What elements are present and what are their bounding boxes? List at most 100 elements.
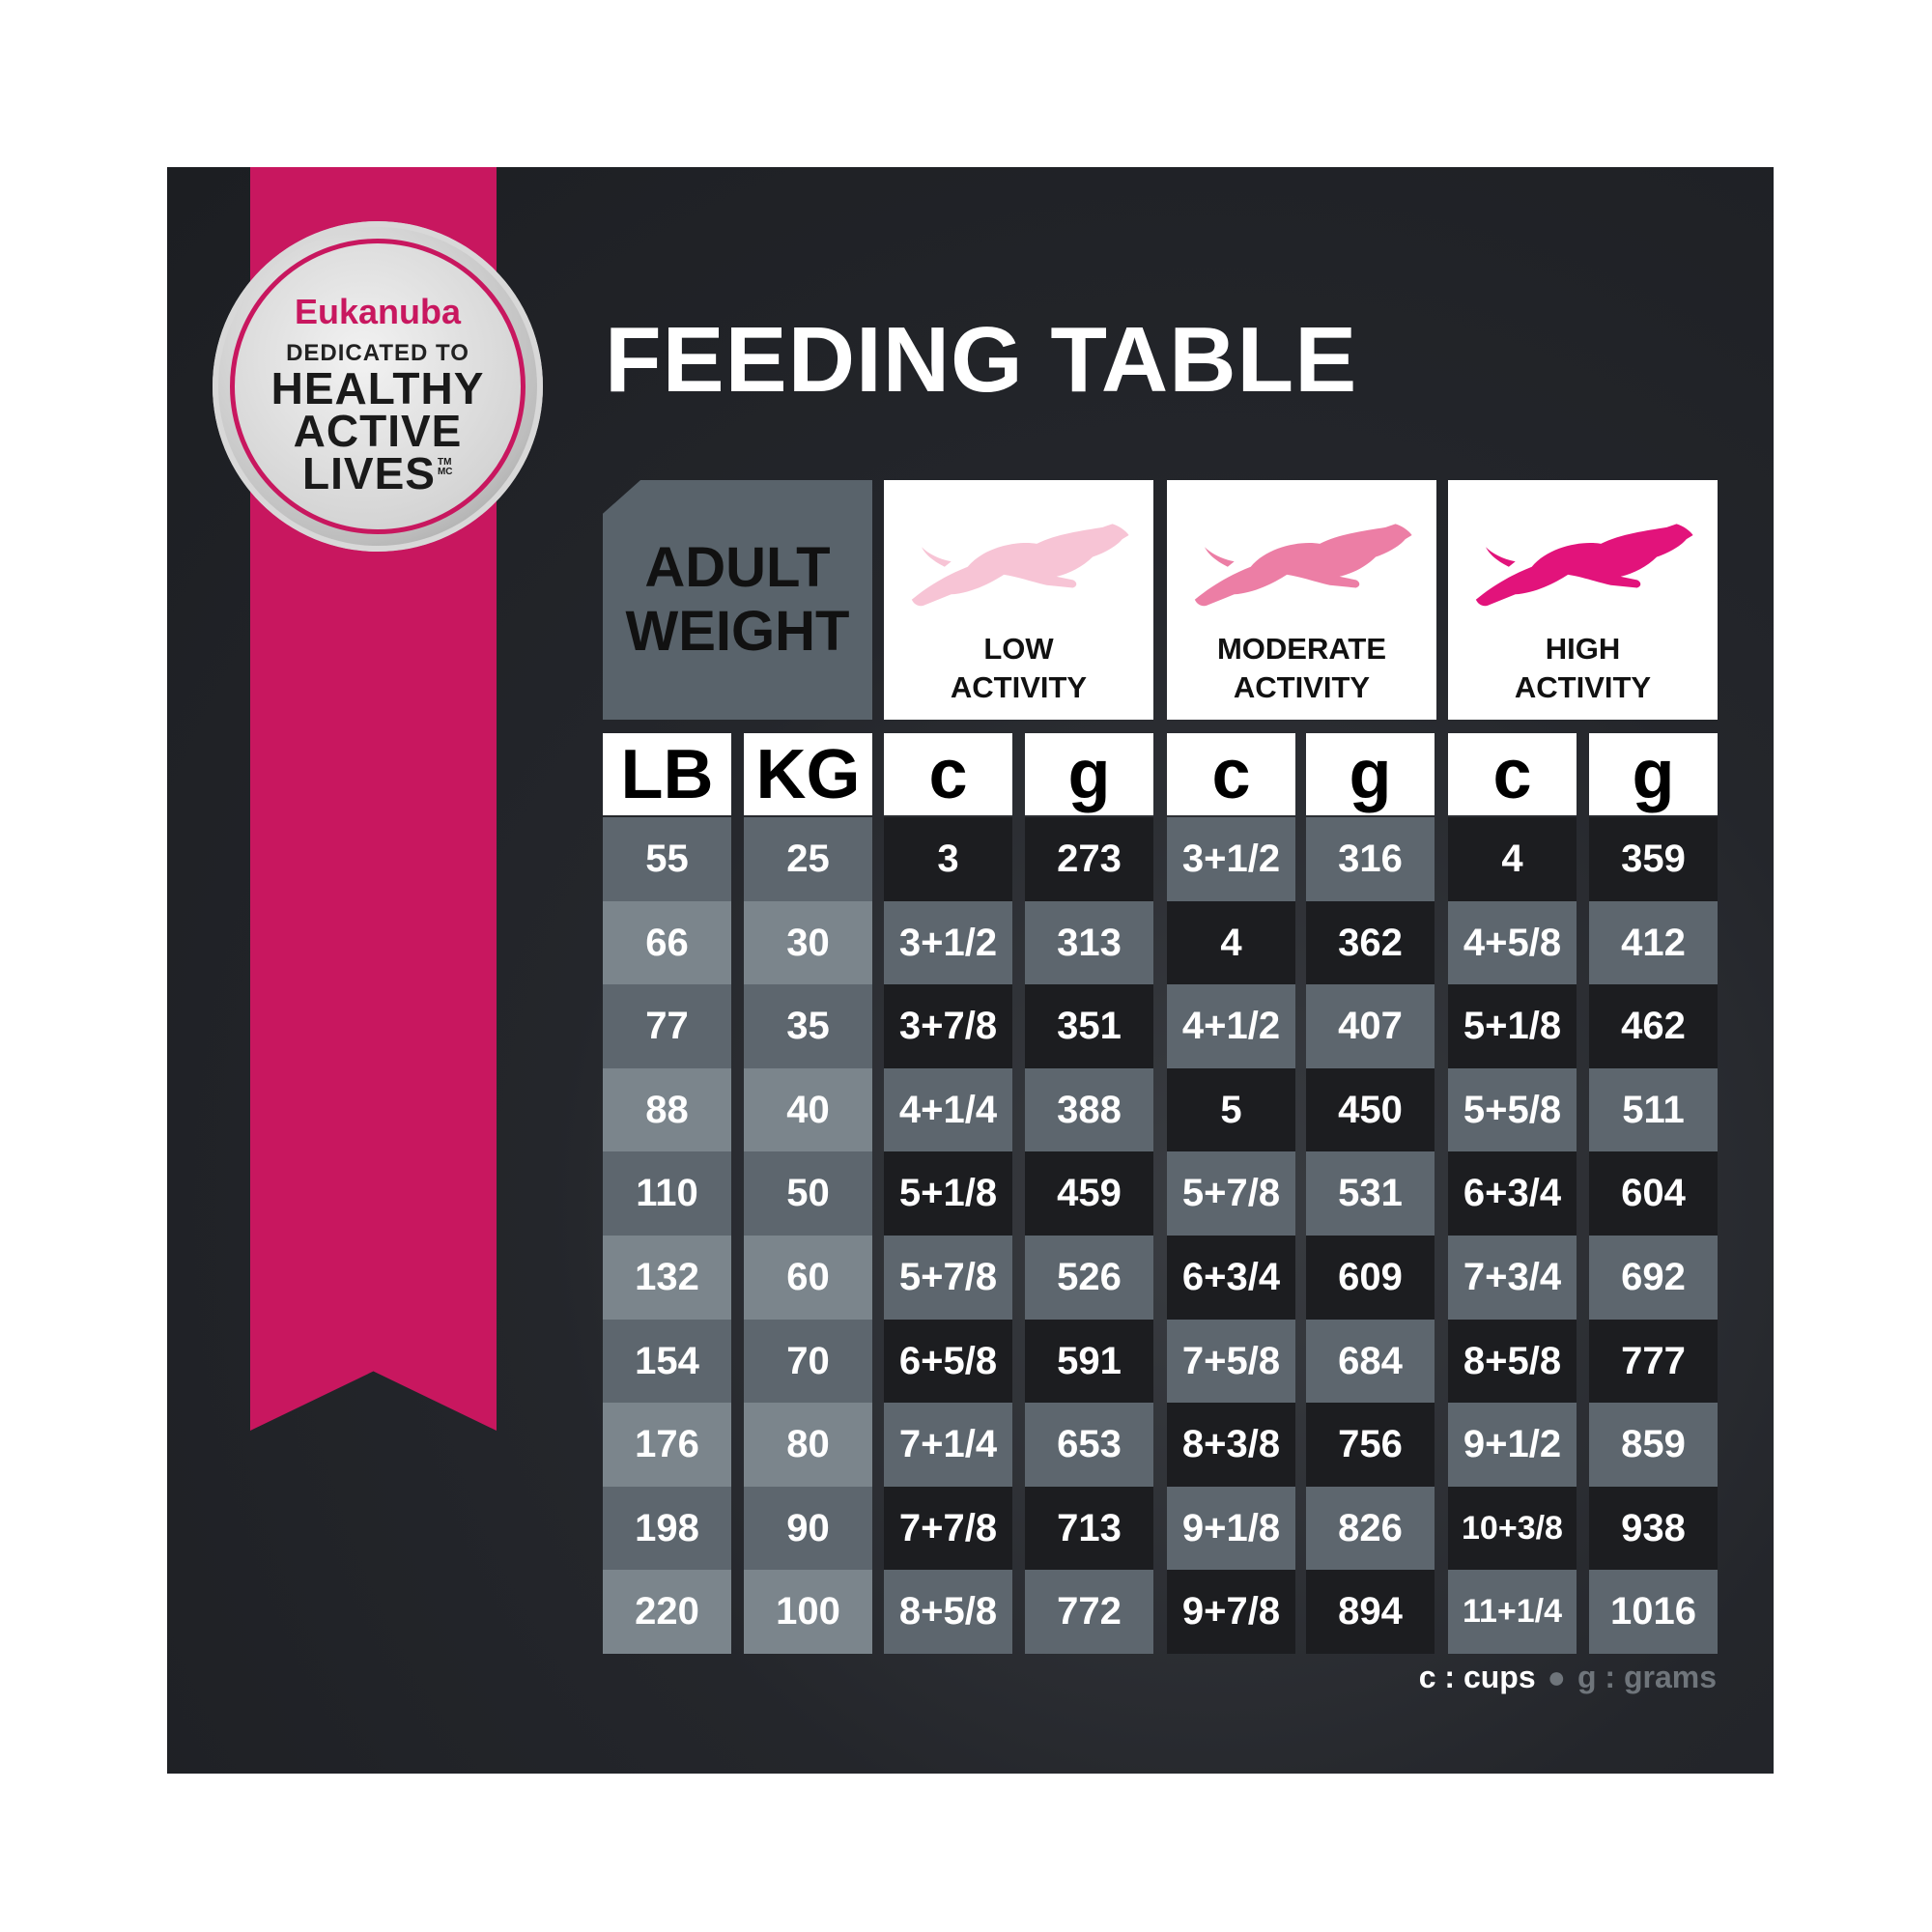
table-cell: 132 xyxy=(603,1236,731,1320)
activity-line2: ACTIVITY xyxy=(1233,670,1371,704)
table-cell: 220 xyxy=(603,1570,731,1655)
table-cell: 313 xyxy=(1025,900,1153,985)
activity-header-high: HIGH ACTIVITY xyxy=(1448,480,1718,720)
table-cell: 9+1/8 xyxy=(1167,1486,1295,1571)
table-cell: 66 xyxy=(603,900,731,985)
table-cell: 359 xyxy=(1589,817,1718,901)
table-cell: 450 xyxy=(1306,1067,1435,1152)
table-cell: 4+1/4 xyxy=(884,1067,1012,1152)
table-cell: 462 xyxy=(1589,984,1718,1069)
table-cell: 7+7/8 xyxy=(884,1486,1012,1571)
table-cell: 55 xyxy=(603,817,731,901)
table-cell: 8+5/8 xyxy=(884,1570,1012,1655)
table-cell: 11+1/4 xyxy=(1448,1570,1577,1655)
table-cell: 5+7/8 xyxy=(884,1236,1012,1320)
activity-line1: HIGH xyxy=(1545,632,1621,666)
table-cell: 5+1/8 xyxy=(1448,984,1577,1069)
table-cell: 653 xyxy=(1025,1403,1153,1488)
table-cell: 777 xyxy=(1589,1319,1718,1404)
unit-header: c xyxy=(1167,733,1295,815)
legend-separator-dot: ● xyxy=(1547,1660,1566,1694)
table-cell: 362 xyxy=(1306,900,1435,985)
page-title: FEEDING TABLE xyxy=(605,308,1358,412)
table-cell: 388 xyxy=(1025,1067,1153,1152)
table-cell: 3+7/8 xyxy=(884,984,1012,1069)
unit-header: LB xyxy=(603,733,731,815)
table-cell: 90 xyxy=(744,1486,872,1571)
table-cell: 40 xyxy=(744,1067,872,1152)
weight-line2: WEIGHT xyxy=(625,600,850,663)
table-cell: 7+1/4 xyxy=(884,1403,1012,1488)
table-cell: 6+3/4 xyxy=(1448,1151,1577,1236)
table-cell: 3 xyxy=(884,817,1012,901)
table-cell: 526 xyxy=(1025,1236,1153,1320)
table-cell: 50 xyxy=(744,1151,872,1236)
table-cell: 7+5/8 xyxy=(1167,1319,1295,1404)
unit-header: c xyxy=(884,733,1012,815)
table-cell: 7+3/4 xyxy=(1448,1236,1577,1320)
unit-header: g xyxy=(1025,733,1153,815)
table-cell: 80 xyxy=(744,1403,872,1488)
table-cell: 4 xyxy=(1167,900,1295,985)
activity-line1: LOW xyxy=(983,632,1054,666)
table-cell: 459 xyxy=(1025,1151,1153,1236)
table-cell: 5+5/8 xyxy=(1448,1067,1577,1152)
table-cell: 198 xyxy=(603,1486,731,1571)
table-cell: 938 xyxy=(1589,1486,1718,1571)
table-cell: 894 xyxy=(1306,1570,1435,1655)
unit-header: g xyxy=(1306,733,1435,815)
table-cell: 511 xyxy=(1589,1067,1718,1152)
table-cell: 3+1/2 xyxy=(1167,817,1295,901)
table-cell: 351 xyxy=(1025,984,1153,1069)
table-cell: 692 xyxy=(1589,1236,1718,1320)
activity-line2: ACTIVITY xyxy=(950,670,1088,704)
table-cell: 77 xyxy=(603,984,731,1069)
table-cell: 8+3/8 xyxy=(1167,1403,1295,1488)
trademark-mark: TM MC xyxy=(437,457,453,477)
table-cell: 772 xyxy=(1025,1570,1153,1655)
unit-header: c xyxy=(1448,733,1577,815)
table-cell: 1016 xyxy=(1589,1570,1718,1655)
table-cell: 316 xyxy=(1306,817,1435,901)
table-cell: 9+7/8 xyxy=(1167,1570,1295,1655)
badge-inner: Eukanuba DEDICATED TO HEALTHY ACTIVE LIV… xyxy=(230,239,526,534)
activity-line2: ACTIVITY xyxy=(1514,670,1652,704)
table-cell: 88 xyxy=(603,1067,731,1152)
table-cell: 3+1/2 xyxy=(884,900,1012,985)
table-cell: 859 xyxy=(1589,1403,1718,1488)
table-cell: 609 xyxy=(1306,1236,1435,1320)
table-cell: 25 xyxy=(744,817,872,901)
table-cell: 6+5/8 xyxy=(884,1319,1012,1404)
table-cell: 154 xyxy=(603,1319,731,1404)
legend: c : cups ● g : grams xyxy=(1419,1660,1717,1695)
table-cell: 8+5/8 xyxy=(1448,1319,1577,1404)
dog-leaping-icon xyxy=(911,524,1129,607)
table-cell: 9+1/2 xyxy=(1448,1403,1577,1488)
table-cell: 407 xyxy=(1306,984,1435,1069)
badge-tagline: DEDICATED TO xyxy=(286,340,469,366)
weight-line1: ADULT xyxy=(644,536,831,599)
activity-label: LOW ACTIVITY xyxy=(884,630,1153,707)
table-cell: 100 xyxy=(744,1570,872,1655)
table-cell: 531 xyxy=(1306,1151,1435,1236)
table-cell: 412 xyxy=(1589,900,1718,985)
unit-header: KG xyxy=(744,733,872,815)
legend-cups: c : cups xyxy=(1418,1660,1536,1694)
badge-brand: Eukanuba xyxy=(294,292,462,331)
badge-line3: LIVES xyxy=(302,448,436,498)
badge-line3-row: LIVES TM MC xyxy=(235,451,521,496)
table-cell: 60 xyxy=(744,1236,872,1320)
table-cell: 5+1/8 xyxy=(884,1151,1012,1236)
table-cell: 6+3/4 xyxy=(1167,1236,1295,1320)
activity-header-low: LOW ACTIVITY xyxy=(884,480,1153,720)
table-cell: 591 xyxy=(1025,1319,1153,1404)
table-cell: 176 xyxy=(603,1403,731,1488)
table-cell: 604 xyxy=(1589,1151,1718,1236)
table-cell: 5+7/8 xyxy=(1167,1151,1295,1236)
badge-line1: HEALTHY xyxy=(270,363,485,413)
table-cell: 5 xyxy=(1167,1067,1295,1152)
table-cell: 30 xyxy=(744,900,872,985)
table-cell: 70 xyxy=(744,1319,872,1404)
table-cell: 10+3/8 xyxy=(1448,1486,1577,1571)
table-cell: 684 xyxy=(1306,1319,1435,1404)
